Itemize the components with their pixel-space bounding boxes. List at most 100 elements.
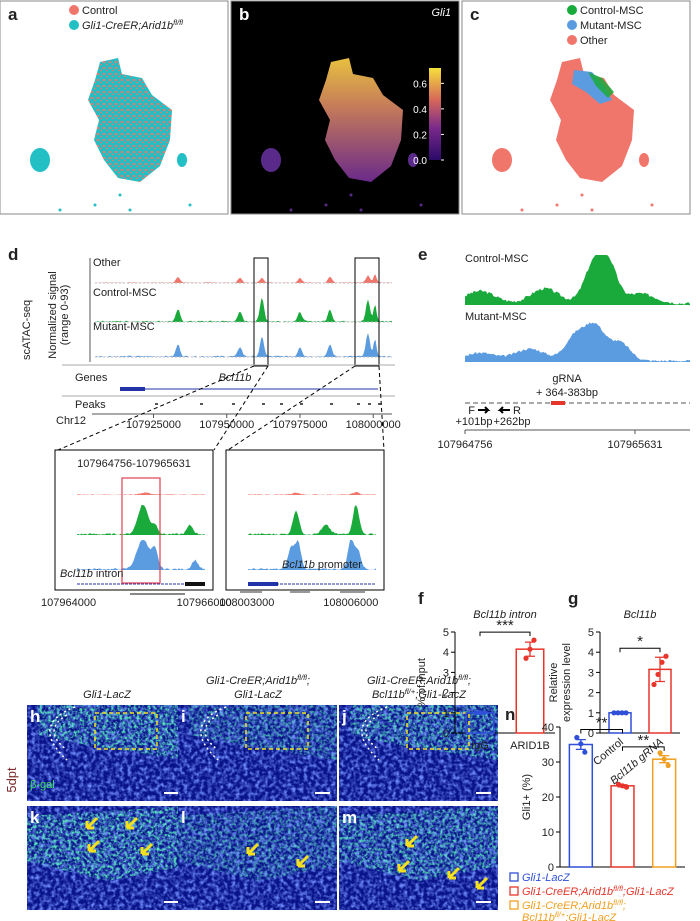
legend-label: Gli1-CreER;Arid1bfl/fl	[82, 18, 183, 33]
y-tick-label: 30	[542, 757, 554, 769]
y-tick-label: 5	[588, 627, 594, 639]
signal-track	[77, 540, 205, 570]
text-part: ;Gli1-LacZ	[415, 689, 467, 701]
text-part: Gli1-CreER;Arid1b	[522, 900, 613, 912]
y-tick-label: 3	[588, 667, 594, 679]
inset-frame	[225, 449, 385, 591]
micrograph-title: Bcl11bfl/+;Gli1-LacZ	[372, 687, 467, 702]
primer-position: +101bp	[455, 416, 492, 428]
signal-track	[248, 505, 376, 535]
peak	[155, 403, 158, 405]
superscript: fl/fl	[613, 898, 623, 907]
signal-track	[77, 492, 205, 495]
data-point	[619, 710, 625, 716]
x-tick-label: 107925000	[126, 419, 181, 431]
text-part: Gli1-CreER;Arid1b	[82, 20, 173, 32]
cluster	[30, 148, 50, 172]
grna-position: + 364-383bp	[536, 387, 598, 399]
peak	[300, 403, 303, 405]
assay-label: scATAC-seq	[21, 300, 33, 360]
zoom-line	[378, 365, 385, 451]
y-tick-label: 3	[443, 667, 449, 679]
cluster	[639, 153, 649, 167]
peak	[200, 403, 203, 405]
data-point	[615, 710, 621, 716]
panel-b: b Gli1 0.0 0.2 0.4 0.6	[230, 0, 460, 215]
cell	[590, 208, 594, 212]
primer-position: +262bp	[493, 416, 530, 428]
text-part: Control	[82, 5, 117, 17]
x-tick-label: ARID1B	[510, 740, 550, 752]
cell	[324, 203, 328, 207]
cell	[555, 203, 559, 207]
legend-label: Control-MSC	[580, 5, 644, 17]
region-box	[121, 477, 161, 584]
cluster	[492, 148, 512, 172]
track-label: Other	[93, 257, 121, 269]
cell	[128, 208, 132, 212]
outline	[49, 706, 76, 761]
timepoint: 5dpt	[4, 767, 19, 793]
text-part: ;Gli1-LacZ	[623, 886, 675, 898]
cell	[419, 203, 423, 207]
legend-swatch	[509, 872, 519, 882]
data-point	[665, 762, 671, 769]
data-point	[661, 756, 667, 762]
grna-label: gRNA	[552, 373, 582, 385]
data-point	[473, 710, 479, 716]
bar	[515, 648, 545, 734]
track-label: Mutant-MSC	[465, 311, 527, 323]
data-point	[523, 655, 529, 661]
panel-letter: i	[181, 707, 186, 726]
panel-letter: e	[418, 245, 427, 264]
data-point	[582, 749, 588, 755]
cell	[58, 208, 62, 212]
signal-track	[95, 333, 392, 357]
bar	[610, 785, 635, 868]
data-point	[663, 653, 669, 659]
colorbar-tick-label: 0.4	[413, 105, 427, 116]
data-point	[578, 741, 584, 747]
highlight-box	[253, 257, 269, 367]
panel-letter: d	[8, 245, 18, 264]
legend-label: Gli1-CreER;Arid1bfl/fl;Gli1-LacZ	[522, 884, 675, 899]
text-part: ;	[468, 675, 471, 687]
cell	[520, 208, 524, 212]
stain-label: β-gal	[30, 779, 55, 791]
signal-track	[248, 491, 376, 495]
arrow	[85, 816, 99, 830]
legend-swatch	[509, 886, 519, 896]
legend-swatch	[567, 35, 577, 45]
feature-name: intron	[96, 568, 124, 580]
text-part: Gli1-CreER;Arid1b	[206, 675, 297, 687]
significance-label: *	[637, 633, 643, 650]
gene-label: Gli1	[431, 7, 451, 19]
data-point	[655, 671, 661, 678]
data-point	[527, 646, 533, 652]
x-tick-label: 107966000	[177, 597, 232, 609]
legend-swatch	[509, 900, 519, 910]
panel-letter: j	[341, 707, 347, 726]
superscript: fl/fl	[173, 18, 183, 27]
micrograph-title: Gli1-LacZ	[234, 689, 283, 701]
data-point	[481, 710, 487, 716]
x-tick-label: 107950000	[199, 419, 254, 431]
data-point	[615, 781, 622, 788]
feature-label: Bcl11b intron	[60, 568, 123, 580]
data-point	[651, 681, 657, 688]
feature-name: promoter	[318, 559, 362, 571]
track-label: Control-MSC	[93, 287, 157, 299]
x-tick-label: Control	[591, 736, 626, 768]
zoom-line	[227, 365, 356, 451]
y-tick-label: 0	[548, 862, 554, 874]
y-tick-label: 0	[588, 728, 594, 740]
cell	[289, 208, 293, 212]
legend-label: Gli1-LacZ	[522, 872, 571, 884]
legend-swatch	[69, 5, 79, 15]
axis-title: expression level	[561, 643, 573, 722]
row-label: Peaks	[75, 399, 106, 411]
primer-label: F	[468, 405, 475, 417]
x-tick-label: IgG	[471, 740, 489, 752]
outline	[365, 714, 380, 751]
data-point	[657, 750, 663, 756]
